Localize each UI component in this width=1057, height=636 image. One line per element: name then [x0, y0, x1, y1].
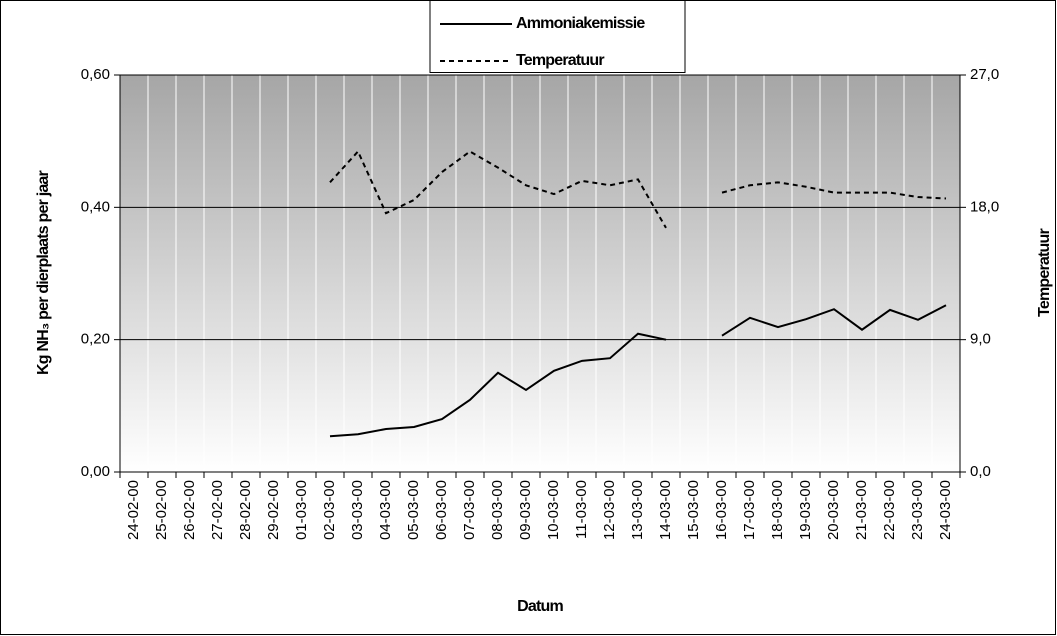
x-tick-label: 18-03-00	[769, 480, 786, 540]
y-tick-label: 0,00	[81, 463, 110, 480]
x-tick-label: 27-02-00	[209, 480, 226, 540]
y-tick-label: 0,40	[81, 198, 110, 215]
x-tick-label: 04-03-00	[377, 480, 394, 540]
x-tick-label: 15-03-00	[685, 480, 702, 540]
x-tick-label: 24-02-00	[125, 480, 142, 540]
x-tick-label: 19-03-00	[797, 480, 814, 540]
y-tick-label: 0,20	[81, 331, 110, 348]
y2-axis-title: Temperatuur	[1036, 229, 1053, 317]
x-tick-label: 05-03-00	[405, 480, 422, 540]
x-tick-label: 21-03-00	[853, 480, 870, 540]
y2-tick-label: 18,0	[970, 198, 999, 215]
x-tick-label: 12-03-00	[601, 480, 618, 540]
x-axis-title: Datum	[517, 598, 563, 615]
x-tick-label: 03-03-00	[349, 480, 366, 540]
series-line	[329, 304, 947, 438]
x-tick-label: 24-03-00	[937, 480, 954, 540]
y2-tick-label: 9,0	[970, 331, 991, 348]
x-tick-label: 26-02-00	[181, 480, 198, 540]
series-line	[329, 149, 947, 229]
x-tick-label: 17-03-00	[741, 480, 758, 540]
y-axis-title: Kg NH₃ per dierplaats per jaar	[35, 170, 52, 374]
legend	[429, 0, 686, 73]
x-tick-label: 16-03-00	[713, 480, 730, 540]
x-tick-label: 20-03-00	[825, 480, 842, 540]
x-tick-label: 01-03-00	[293, 480, 310, 540]
legend-label: Temperatuur	[516, 52, 604, 69]
x-tick-label: 29-02-00	[265, 480, 282, 540]
x-tick-label: 25-02-00	[153, 480, 170, 540]
x-tick-label: 13-03-00	[629, 480, 646, 540]
x-tick-label: 10-03-00	[545, 480, 562, 540]
x-tick-label: 14-03-00	[657, 480, 674, 540]
y2-tick-label: 0,0	[970, 463, 991, 480]
x-tick-label: 22-03-00	[881, 480, 898, 540]
legend-label: Ammoniakemissie	[516, 15, 645, 32]
x-tick-label: 08-03-00	[489, 480, 506, 540]
x-tick-label: 07-03-00	[461, 480, 478, 540]
x-tick-label: 28-02-00	[237, 480, 254, 540]
x-tick-label: 02-03-00	[321, 480, 338, 540]
x-tick-label: 11-03-00	[573, 480, 590, 539]
y2-tick-label: 27,0	[970, 66, 999, 83]
x-tick-label: 06-03-00	[433, 480, 450, 540]
y-tick-label: 0,60	[81, 66, 110, 83]
x-tick-label: 23-03-00	[909, 480, 926, 540]
x-tick-label: 09-03-00	[517, 480, 534, 540]
